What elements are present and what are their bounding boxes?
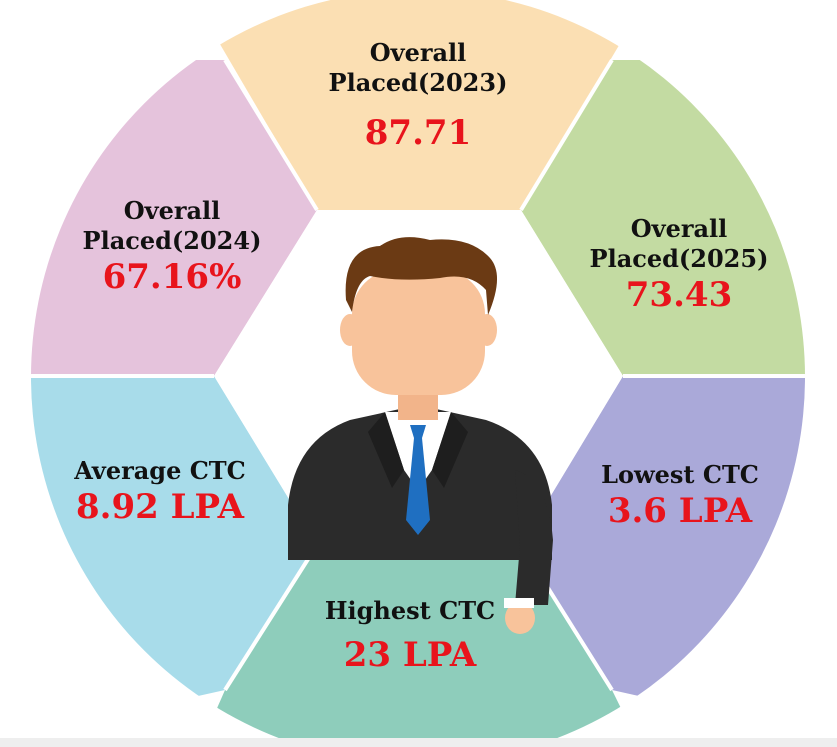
bottom-strip bbox=[0, 738, 837, 747]
segment-title-upper-left-line1: Overall bbox=[123, 196, 221, 225]
segment-label-lower-right: Lowest CTC 3.6 LPA bbox=[580, 460, 780, 533]
segment-title-top-line2: Placed(2023) bbox=[328, 68, 508, 97]
segment-label-top: Overall Placed(2023) 87.71 bbox=[318, 38, 518, 155]
segment-label-upper-right: Overall Placed(2025) 73.43 bbox=[579, 214, 779, 317]
segment-label-lower-left: Average CTC 8.92 LPA bbox=[60, 456, 260, 529]
segment-title-upper-right-line2: Placed(2025) bbox=[589, 244, 769, 273]
segment-value-bottom: 23 LPA bbox=[343, 635, 477, 675]
segment-title-upper-right-line1: Overall bbox=[630, 214, 728, 243]
segment-title-lower-right: Lowest CTC bbox=[601, 460, 759, 489]
segment-title-lower-left: Average CTC bbox=[74, 456, 246, 485]
segment-label-upper-left: Overall Placed(2024) 67.16% bbox=[72, 196, 272, 299]
segment-title-bottom: Highest CTC bbox=[324, 596, 496, 625]
segment-top bbox=[200, 0, 640, 210]
segment-label-bottom: Highest CTC 23 LPA bbox=[310, 596, 510, 677]
segment-title-upper-left-line2: Placed(2024) bbox=[82, 226, 262, 255]
segment-value-lower-left: 8.92 LPA bbox=[75, 487, 245, 527]
segment-value-top: 87.71 bbox=[364, 113, 472, 153]
segment-title-top-line1: Overall bbox=[369, 38, 467, 67]
segment-value-lower-right: 3.6 LPA bbox=[607, 491, 753, 531]
businessman-icon bbox=[288, 237, 553, 634]
segment-value-upper-left: 67.16% bbox=[102, 257, 242, 297]
segment-value-upper-right: 73.43 bbox=[625, 275, 733, 315]
